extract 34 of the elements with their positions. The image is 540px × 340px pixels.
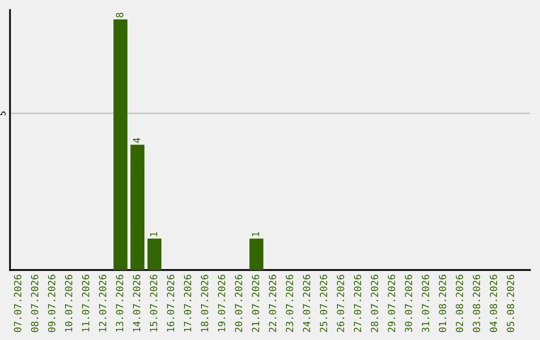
data-label: 1	[252, 232, 260, 236]
x-tick-label: 07.07.2026	[14, 274, 22, 332]
x-tick-label: 22.07.2026	[268, 274, 276, 332]
x-tick-label: 12.07.2026	[98, 274, 106, 332]
x-tick-label: 23.07.2026	[286, 274, 294, 332]
x-tick-label: 14.07.2026	[132, 274, 140, 332]
x-tick-label: 11.07.2026	[82, 274, 90, 332]
x-tick-label: 04.08.2026	[490, 274, 498, 332]
x-tick-label: 10.07.2026	[64, 274, 72, 332]
x-tick-label: 24.07.2026	[302, 274, 310, 332]
x-tick-label: 15.07.2026	[150, 274, 158, 332]
x-tick-label: 09.07.2026	[48, 274, 56, 332]
x-tick-label: 03.08.2026	[472, 274, 480, 332]
x-tick-label: 08.07.2026	[30, 274, 38, 332]
x-tick-label: 28.07.2026	[370, 274, 378, 332]
x-tick-label: 17.07.2026	[184, 274, 192, 332]
x-tick-label: 26.07.2026	[336, 274, 344, 332]
x-tick-label: 19.07.2026	[218, 274, 226, 332]
x-tick-label: 16.07.2026	[166, 274, 174, 332]
x-tick-label: 27.07.2026	[354, 274, 362, 332]
x-tick-label: 01.08.2026	[438, 274, 446, 332]
x-tick-label: 29.07.2026	[388, 274, 396, 332]
data-label: 1	[150, 232, 158, 236]
x-tick-label: 13.07.2026	[116, 274, 124, 332]
x-tick-label: 02.08.2026	[456, 274, 464, 332]
x-tick-label: 30.07.2026	[404, 274, 412, 332]
data-label: 8	[116, 12, 124, 18]
x-tick-label: 31.07.2026	[422, 274, 430, 332]
x-tick-label: 21.07.2026	[252, 274, 260, 332]
x-tick-label: 20.07.2026	[234, 274, 242, 332]
data-label: 4	[133, 138, 140, 143]
x-tick-label: 05.08.2026	[506, 274, 514, 332]
x-tick-label: 18.07.2026	[200, 274, 208, 332]
x-tick-label: 25.07.2026	[320, 274, 328, 332]
